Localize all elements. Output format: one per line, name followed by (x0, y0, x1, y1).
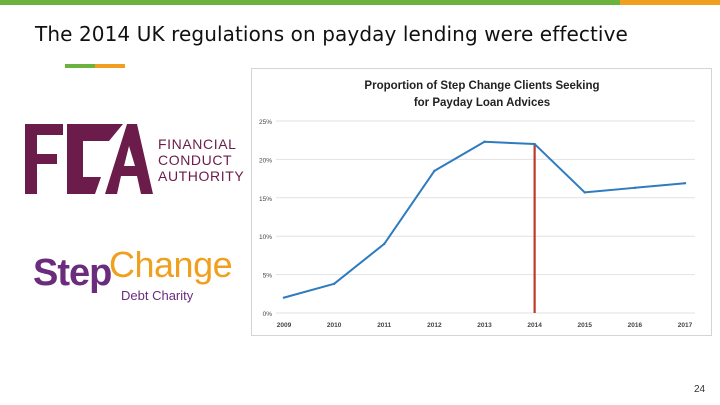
x-tick-label: 2013 (477, 322, 492, 329)
top-bar-green (0, 0, 620, 5)
data-point (383, 242, 386, 246)
x-tick-label: 2010 (327, 322, 342, 329)
fca-mark-icon (25, 124, 153, 194)
title-underline (65, 64, 125, 68)
fca-name: FINANCIAL CONDUCT AUTHORITY (158, 136, 244, 184)
y-tick-label: 20% (259, 157, 272, 164)
stepchange-logo: Change Step Debt Charity (33, 244, 248, 307)
y-tick-label: 5% (263, 273, 273, 280)
fca-letter-f-mid (25, 154, 57, 164)
y-tick-label: 25% (259, 119, 272, 126)
title-underline-green (65, 64, 95, 68)
slide-title: The 2014 UK regulations on payday lendin… (35, 22, 628, 46)
title-underline-orange (95, 64, 125, 68)
line-chart: Proportion of Step Change Clients Seekin… (259, 80, 695, 329)
x-tick-label: 2012 (427, 322, 442, 329)
stepchange-change-word: Change (109, 244, 233, 285)
top-accent-bar (0, 0, 720, 5)
data-point (282, 296, 286, 299)
data-point (533, 142, 536, 146)
chart-title-line-1: Proportion of Step Change Clients Seekin… (364, 80, 599, 92)
chart-title-line-2: for Payday Loan Advices (414, 97, 550, 109)
data-point (332, 282, 336, 286)
fca-letter-a-counter (124, 146, 135, 166)
stepchange-subtitle: Debt Charity (121, 288, 194, 303)
x-tick-label: 2011 (377, 322, 391, 329)
top-bar-orange (620, 0, 720, 5)
stepchange-step-word: Step (33, 252, 112, 294)
fca-line-2: CONDUCT (158, 152, 233, 168)
fca-line-3: AUTHORITY (158, 168, 245, 184)
data-point (483, 140, 486, 143)
page-number: 24 (694, 384, 706, 395)
fca-logo: FINANCIAL CONDUCT AUTHORITY (25, 124, 250, 194)
fca-line-1: FINANCIAL (158, 136, 237, 152)
x-tick-label: 2016 (628, 322, 643, 329)
y-tick-label: 10% (259, 234, 272, 241)
fca-letter-c (67, 124, 123, 194)
data-point (583, 191, 586, 194)
data-point (633, 186, 637, 190)
chart-panel: Proportion of Step Change Clients Seekin… (251, 68, 712, 336)
y-tick-label: 15% (259, 196, 272, 203)
fca-letter-f-top (25, 124, 63, 135)
x-tick-label: 2017 (678, 322, 693, 329)
x-tick-label: 2015 (578, 322, 593, 329)
y-tick-label: 0% (263, 311, 273, 318)
data-point (433, 169, 436, 173)
x-tick-label: 2009 (277, 322, 292, 329)
data-point (683, 182, 687, 185)
x-tick-label: 2014 (527, 322, 542, 329)
